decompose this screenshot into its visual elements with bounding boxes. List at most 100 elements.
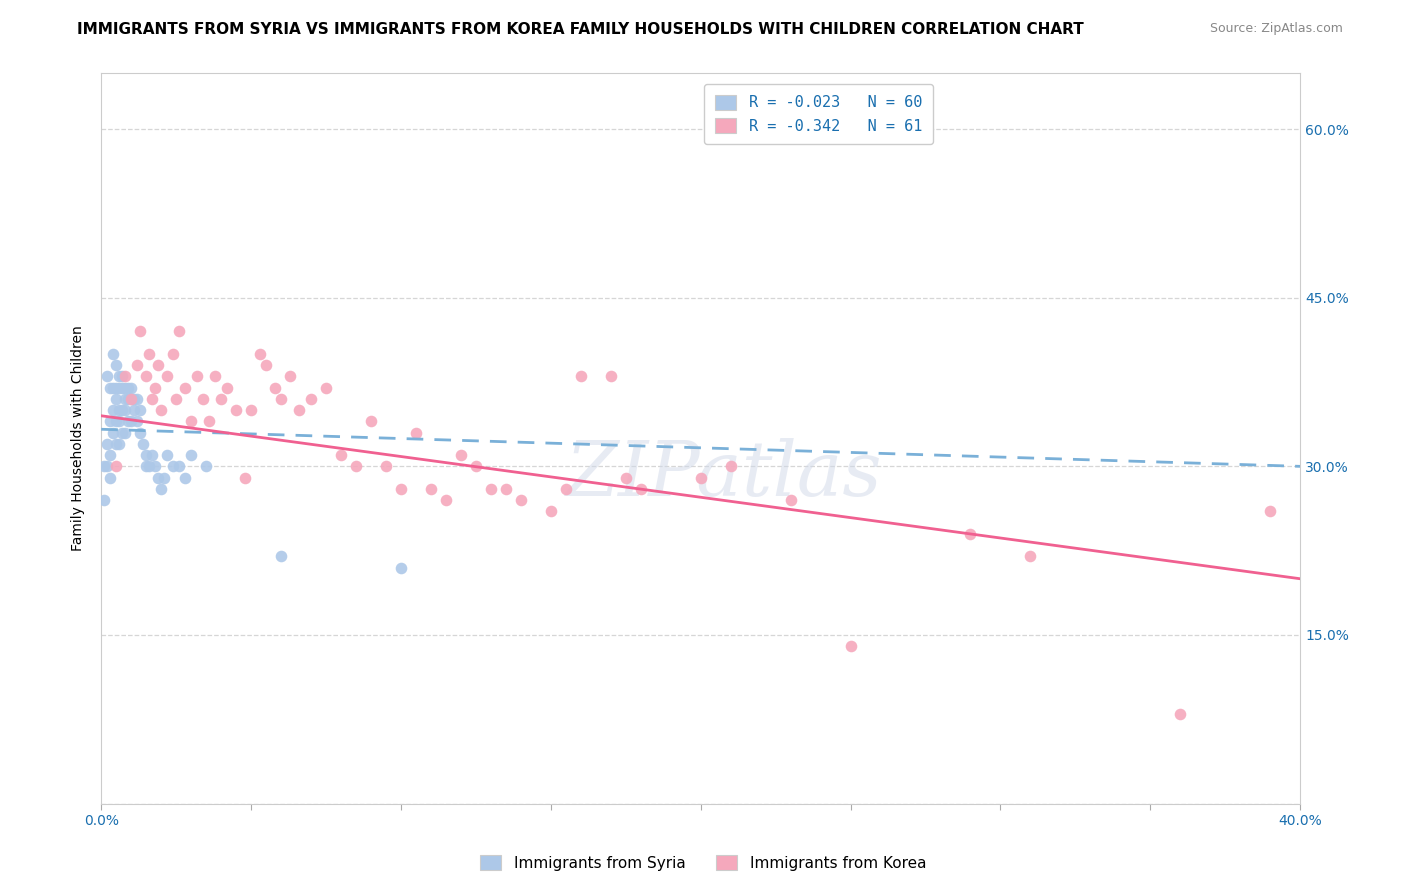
Point: [264, 381, 287, 395]
Point: [389, 482, 412, 496]
Point: [146, 358, 169, 372]
Point: [111, 403, 134, 417]
Point: [132, 437, 155, 451]
Point: [129, 325, 152, 339]
Point: [434, 493, 457, 508]
Point: [180, 448, 202, 462]
Point: [198, 414, 221, 428]
Point: [315, 381, 337, 395]
Point: [174, 381, 197, 395]
Point: [156, 369, 179, 384]
Point: [299, 392, 322, 406]
Point: [111, 381, 134, 395]
Point: [217, 381, 239, 395]
Point: [240, 403, 263, 417]
Point: [120, 392, 142, 406]
Point: [103, 347, 125, 361]
Point: [103, 403, 125, 417]
Point: [98, 448, 121, 462]
Point: [389, 560, 412, 574]
Point: [96, 437, 118, 451]
Point: [150, 482, 173, 496]
Point: [204, 369, 226, 384]
Point: [120, 381, 142, 395]
Point: [105, 358, 128, 372]
Point: [98, 414, 121, 428]
Point: [156, 448, 179, 462]
Point: [1168, 706, 1191, 721]
Point: [138, 347, 160, 361]
Point: [959, 526, 981, 541]
Point: [108, 369, 131, 384]
Point: [270, 392, 292, 406]
Point: [122, 392, 145, 406]
Point: [103, 381, 125, 395]
Point: [120, 414, 142, 428]
Point: [105, 392, 128, 406]
Point: [162, 459, 184, 474]
Point: [105, 414, 128, 428]
Point: [141, 448, 163, 462]
Point: [111, 425, 134, 440]
Point: [93, 493, 115, 508]
Point: [96, 369, 118, 384]
Point: [249, 347, 271, 361]
Point: [127, 392, 149, 406]
Point: [278, 369, 301, 384]
Point: [186, 369, 208, 384]
Point: [270, 549, 292, 564]
Point: [114, 381, 136, 395]
Point: [233, 470, 256, 484]
Point: [105, 381, 128, 395]
Point: [614, 470, 637, 484]
Point: [114, 425, 136, 440]
Point: [464, 459, 486, 474]
Point: [374, 459, 396, 474]
Point: [127, 358, 149, 372]
Point: [108, 381, 131, 395]
Point: [138, 459, 160, 474]
Point: [114, 369, 136, 384]
Point: [141, 392, 163, 406]
Point: [167, 459, 190, 474]
Point: [105, 459, 128, 474]
Point: [98, 470, 121, 484]
Point: [129, 425, 152, 440]
Point: [1258, 504, 1281, 518]
Point: [93, 459, 115, 474]
Point: [174, 470, 197, 484]
Point: [288, 403, 311, 417]
Point: [108, 403, 131, 417]
Point: [98, 381, 121, 395]
Point: [450, 448, 472, 462]
Point: [111, 369, 134, 384]
Point: [135, 369, 157, 384]
Point: [105, 437, 128, 451]
Point: [540, 504, 562, 518]
Point: [689, 470, 711, 484]
Point: [344, 459, 367, 474]
Point: [167, 325, 190, 339]
Point: [146, 470, 169, 484]
Point: [509, 493, 531, 508]
Point: [143, 459, 166, 474]
Point: [1019, 549, 1042, 564]
Point: [117, 381, 139, 395]
Point: [103, 425, 125, 440]
Point: [117, 392, 139, 406]
Point: [360, 414, 382, 428]
Point: [195, 459, 218, 474]
Legend: Immigrants from Syria, Immigrants from Korea: Immigrants from Syria, Immigrants from K…: [471, 846, 935, 880]
Y-axis label: Family Households with Children: Family Households with Children: [72, 326, 86, 551]
Point: [114, 392, 136, 406]
Point: [135, 459, 157, 474]
Point: [129, 403, 152, 417]
Text: Source: ZipAtlas.com: Source: ZipAtlas.com: [1209, 22, 1343, 36]
Point: [554, 482, 576, 496]
Point: [630, 482, 652, 496]
Point: [135, 448, 157, 462]
Point: [569, 369, 592, 384]
Point: [180, 414, 202, 428]
Point: [495, 482, 517, 496]
Legend: R = -0.023   N = 60, R = -0.342   N = 61: R = -0.023 N = 60, R = -0.342 N = 61: [704, 84, 932, 145]
